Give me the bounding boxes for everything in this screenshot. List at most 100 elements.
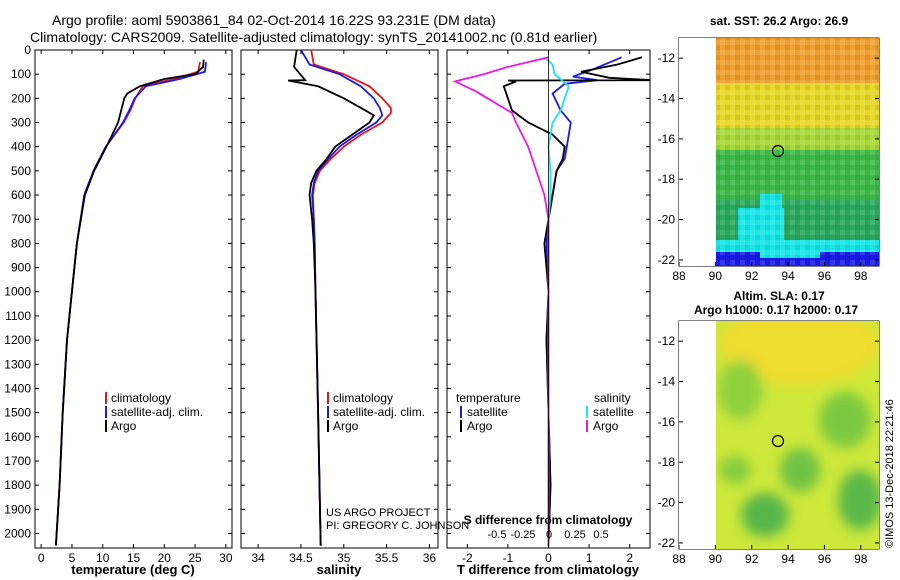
- depth-tick-label: 800: [11, 236, 31, 250]
- map-x-tick-label: 94: [781, 552, 795, 566]
- sst-pixel-texture: [716, 38, 879, 266]
- map-x-tick-label: 92: [745, 269, 759, 283]
- temperature-xlabel: temperature (deg C): [71, 562, 195, 577]
- map-y-tick-label: -18: [658, 455, 676, 469]
- map-x-tick-label: 90: [709, 552, 723, 566]
- altim-title-2: Argo h1000: 0.17 h2000: 0.17: [694, 303, 858, 317]
- depth-tick-label: 300: [11, 116, 31, 130]
- x-tick-label: 36: [423, 551, 437, 565]
- altim-float-marker: [771, 434, 785, 448]
- x-tick-label: 35: [337, 551, 351, 565]
- x-tick-label: 20: [158, 551, 172, 565]
- depth-tick-label: 1900: [4, 502, 31, 516]
- x-tick-label: 15: [127, 551, 141, 565]
- map-y-tick-label: -22: [658, 253, 676, 267]
- legend-ssat-label: satellite: [593, 405, 634, 419]
- x2-tick-label: 0.25: [564, 529, 585, 541]
- x-axis-ticks: 0 5 10 15 20 25 30 34 34.5 35 35.5 36 -2 -1 0 1 2 -0.5 -0.…: [38, 50, 633, 565]
- depth-tick-label: 1600: [4, 430, 31, 444]
- x2-tick-label: -0.25: [510, 529, 535, 541]
- map-x-tick-label: 98: [854, 269, 868, 283]
- sst-land-mask: [679, 38, 716, 266]
- legend-argo-label: Argo: [111, 419, 137, 433]
- depth-tick-label: 1700: [4, 454, 31, 468]
- sst-map-field: [679, 38, 879, 266]
- depth-tick-label: 600: [11, 188, 31, 202]
- salinity-xlabel: salinity: [317, 562, 363, 577]
- altim-land-mask: [679, 321, 716, 549]
- map-x-tick-label: 90: [709, 269, 723, 283]
- depth-tick-label: 1300: [4, 357, 31, 371]
- depth-tick-label: 1100: [5, 309, 31, 323]
- map-x-tick-label: 96: [818, 552, 832, 566]
- map-y-tick-label: -20: [658, 213, 676, 227]
- depth-tick-label: 200: [11, 91, 31, 105]
- legend-targo-label: Argo: [467, 419, 493, 433]
- header-line-1: Argo profile: aoml 5903861_84 02-Oct-201…: [52, 12, 496, 28]
- x2-tick-label: -0.5: [488, 529, 507, 541]
- map-x-tick-label: 96: [818, 269, 832, 283]
- temperature-legend: climatology satellite-adj. clim. Argo: [105, 391, 203, 433]
- depth-tick-label: 1200: [4, 333, 31, 347]
- legend-temperature-title: temperature: [456, 391, 521, 405]
- x-tick-label: 10: [96, 551, 110, 565]
- sst-float-marker: [771, 144, 785, 158]
- depth-tick-label: 2000: [4, 526, 31, 540]
- x-tick-label: 2: [626, 551, 633, 565]
- map-y-tick-label: -16: [658, 132, 676, 146]
- depth-tick-label: 100: [11, 67, 31, 81]
- map-y-tick-label: -22: [658, 536, 676, 550]
- x-tick-label: -1: [503, 551, 514, 565]
- altim-title-1: Altim. SLA: 0.17: [733, 289, 825, 303]
- map-x-tick-label: 88: [672, 552, 686, 566]
- map-x-tick-label: 88: [672, 269, 686, 283]
- salinity-legend: climatology satellite-adj. clim. Argo: [327, 391, 425, 433]
- depth-tick-label: 700: [11, 212, 31, 226]
- altim-green-blob-5: [838, 470, 879, 530]
- depth-tick-label: 900: [11, 261, 31, 275]
- series-line-argo: [287, 50, 376, 546]
- temperature-curves: [55, 59, 207, 546]
- x2-tick-label: 0: [546, 529, 552, 541]
- x-tick-label: 34.5: [289, 551, 313, 565]
- sdiff-xlabel: S difference from climatology: [464, 513, 633, 527]
- legend-satellite-label: satellite-adj. clim.: [111, 405, 203, 419]
- depth-axis: 0 100 200 300 400 500 600 700 800 900 1000 1100 1200…: [4, 43, 650, 540]
- altim-green-blob-2: [819, 392, 871, 448]
- depth-tick-label: 1000: [4, 285, 31, 299]
- temperature-panel: [34, 49, 233, 549]
- depth-tick-label: 500: [11, 164, 31, 178]
- x-tick-label: 1: [586, 551, 593, 565]
- x-tick-label: 25: [188, 551, 202, 565]
- legend-climatology-label: climatology: [111, 391, 171, 405]
- credit-stamp: ©IMOS 13-Dec-2018 22:21:46: [884, 399, 896, 548]
- altim-map-field: [679, 321, 879, 549]
- depth-tick-label: 1400: [4, 381, 31, 395]
- altim-green-blob-3: [780, 448, 820, 492]
- x-tick-label: 0: [38, 551, 45, 565]
- legend-salinity-title: salinity: [594, 391, 631, 405]
- altim-green-blob-1: [718, 360, 762, 420]
- legend-argo-label: Argo: [333, 419, 359, 433]
- depth-tick-label: 1800: [4, 478, 31, 492]
- altim-map-axes: 88 90 92 94 96 98 -12 -14 -16 -18 -20 -22: [658, 334, 879, 566]
- depth-tick-label: 400: [11, 140, 31, 154]
- tdiff-xlabel: T difference from climatology: [457, 562, 640, 577]
- salinity-panel: [240, 49, 439, 549]
- x-tick-label: 0: [545, 551, 552, 565]
- depth-tick-label: 1500: [4, 406, 31, 420]
- legend-climatology-label: climatology: [333, 391, 393, 405]
- series-line-argo: [55, 59, 205, 546]
- x-tick-label: 5: [69, 551, 76, 565]
- map-x-tick-label: 94: [781, 269, 795, 283]
- depth-tick-label: 0: [24, 43, 31, 57]
- project-annotation-2: PI: GREGORY C. JOHNSON: [326, 520, 469, 532]
- project-annotation-1: US ARGO PROJECT: [326, 507, 431, 519]
- legend-sargo-label: Argo: [593, 419, 619, 433]
- sst-map-title: sat. SST: 26.2 Argo: 26.9: [710, 14, 849, 28]
- x2-tick-label: 0.5: [593, 529, 608, 541]
- map-x-tick-label: 92: [745, 552, 759, 566]
- altim-green-blob-6: [719, 456, 751, 484]
- map-y-tick-label: -18: [658, 172, 676, 186]
